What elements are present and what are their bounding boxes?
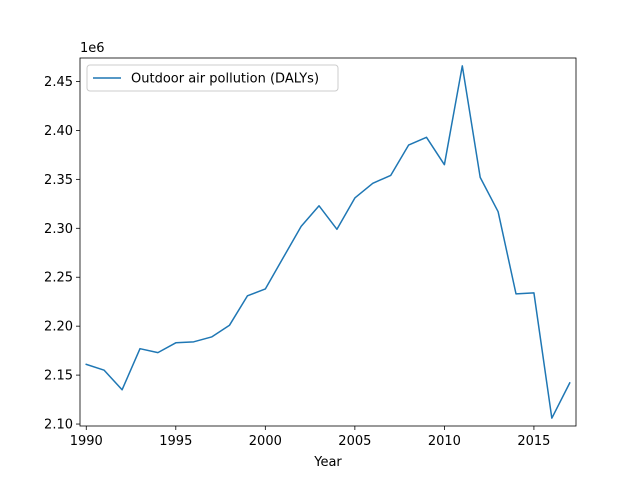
y-tick-label: 2.25 bbox=[44, 271, 73, 286]
legend-label-outdoor-air-pollution: Outdoor air pollution (DALYs) bbox=[131, 72, 319, 87]
x-tick-label: 2010 bbox=[428, 434, 461, 449]
y-tick-label: 2.20 bbox=[44, 320, 73, 335]
x-axis-label: Year bbox=[313, 455, 342, 470]
y-tick-label: 2.40 bbox=[44, 124, 73, 139]
y-tick-label: 2.45 bbox=[44, 75, 73, 90]
y-tick-label: 2.30 bbox=[44, 222, 73, 237]
x-tick-label: 2000 bbox=[249, 434, 282, 449]
x-axis-ticks: 1990 1995 2000 2005 2010 2015 bbox=[70, 426, 550, 449]
x-tick-label: 2005 bbox=[338, 434, 371, 449]
legend-box bbox=[86, 64, 339, 92]
series-layer bbox=[85, 65, 571, 419]
x-tick-label: 1990 bbox=[70, 434, 103, 449]
x-tick-label: 1995 bbox=[159, 434, 192, 449]
y-tick-label: 2.15 bbox=[44, 369, 73, 384]
legend: Outdoor air pollution (DALYs) bbox=[86, 64, 339, 92]
y-tick-label: 2.10 bbox=[44, 418, 73, 433]
y-axis-ticks: 2.10 2.15 2.20 2.25 2.30 2.35 2.40 2.45 bbox=[44, 75, 80, 433]
y-axis-offset-label: 1e6 bbox=[80, 41, 105, 56]
y-tick-label: 2.35 bbox=[44, 173, 73, 188]
series-line-0 bbox=[85, 65, 571, 419]
x-tick-label: 2015 bbox=[517, 434, 550, 449]
plot-frame bbox=[79, 57, 577, 427]
